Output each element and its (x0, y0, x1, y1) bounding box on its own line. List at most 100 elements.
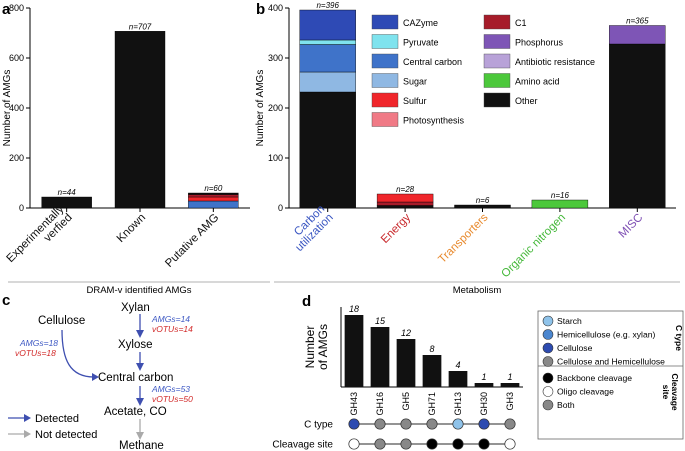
x-category-label: GH13 (453, 392, 463, 416)
bar-segment-cazyme (299, 9, 356, 41)
legend-ctype-dot (542, 356, 554, 367)
y-tick-label: 200 (268, 103, 283, 113)
legend-swatch-photosynthesis (371, 112, 399, 127)
bar-segment-other (114, 31, 166, 209)
legend-label-phosphorus: Phosphorus (515, 38, 564, 48)
bar-gh43 (344, 315, 364, 387)
row-label: Cleavage site (272, 440, 333, 451)
x-category-label: GH16 (375, 392, 385, 416)
y-tick-label: 300 (268, 53, 283, 63)
cleavage-dot-gh16 (374, 438, 386, 450)
y-axis-label: Number of AMGs (2, 70, 13, 147)
arrowhead-methane (136, 432, 144, 440)
legend-swatch-sulfur (371, 92, 399, 108)
legend-swatch-other (483, 92, 511, 108)
bar-segment-c1 (376, 201, 434, 206)
legend-cleave-dot (542, 399, 554, 411)
ctype-dot-gh5 (400, 418, 412, 430)
legend-label-pyruvate: Pyruvate (403, 38, 439, 48)
panel-a-letter: a (2, 1, 11, 18)
arrow-cellulose-central (61, 329, 95, 378)
bar-segment-c1 (188, 194, 239, 198)
arrowhead-acetate (136, 398, 144, 406)
node-acetate: Acetate, CO (104, 406, 167, 418)
bar-gh30 (474, 383, 494, 387)
legend-ctype-dot (542, 329, 554, 340)
legend-label-amino-acid: Amino acid (515, 77, 560, 87)
bar-value-label: 8 (429, 344, 434, 354)
legend-ctype-dot (542, 342, 554, 354)
legend-ctype-label: Cellulose (557, 343, 593, 353)
bar-segment-amino-acid (531, 199, 589, 209)
legend-ctype-title: C type (674, 325, 684, 351)
bar-gh5 (396, 339, 416, 387)
votus-cellulose: vOTUs=18 (15, 348, 56, 358)
y-tick-label: 0 (278, 203, 283, 213)
arrowhead-cellulose-central (92, 373, 99, 381)
x-category-label: Organic nitrogen (499, 212, 568, 281)
count-label: n=396 (316, 1, 339, 10)
legend-not-detected-label: Not detected (35, 429, 97, 441)
y-tick-label: 200 (9, 153, 24, 163)
bar-segment-pyruvate (299, 39, 356, 45)
bar-segment-other (188, 192, 239, 195)
legend-ctype-label: Cellulose and Hemicellulose (557, 357, 665, 367)
y-tick-label: 400 (268, 3, 283, 13)
x-category-label: Experimentallyverfied (4, 203, 74, 273)
legend-swatch-c1 (483, 14, 511, 30)
x-category-label: GH5 (401, 392, 411, 411)
ctype-dot-gh43 (348, 418, 360, 430)
y-axis-label: Numberof AMGs (303, 324, 330, 370)
legend-ctype-label: Starch (557, 316, 582, 326)
node-central-carbon: Central carbon (98, 372, 173, 384)
x-axis-caption: DRAM-v identified AMGs (86, 285, 191, 296)
arrowhead-central (136, 363, 144, 371)
ctype-dot-gh13 (452, 418, 464, 430)
ctype-dot-gh16 (374, 418, 386, 430)
x-axis-caption: Metabolism (453, 285, 502, 296)
bar-value-label: 15 (375, 316, 386, 326)
bar-segment-central-carbon (299, 44, 356, 73)
amgs-cellulose: AMGs=18 (19, 338, 58, 348)
count-label: n=60 (204, 184, 223, 193)
panel-c-pathway: Cellulose Xylan Xylose Central carbon Ac… (8, 302, 193, 451)
node-xylose: Xylose (118, 339, 153, 351)
count-label: n=365 (626, 17, 649, 26)
ctype-dot-gh30 (478, 418, 490, 430)
legend-detected-label: Detected (35, 413, 79, 425)
cleavage-dot-gh13 (452, 438, 464, 450)
legend-cleave-label: Oligo cleavage (557, 387, 614, 397)
x-category-label: MISC (617, 212, 646, 241)
cleavage-dot-gh5 (400, 438, 412, 450)
bar-segment-sulfur (188, 196, 239, 202)
x-category-label: GH30 (479, 392, 489, 416)
legend-detected-arrowhead (24, 414, 31, 422)
bar-value-label: 1 (507, 372, 512, 382)
bar-gh3 (500, 383, 520, 387)
y-tick-label: 600 (9, 53, 24, 63)
legend-ctype-dot (542, 315, 554, 327)
bar-gh71 (422, 355, 442, 387)
legend-label-cazyme: CAZyme (403, 18, 438, 28)
node-xylan: Xylan (121, 302, 150, 314)
bar-segment-other (454, 204, 511, 209)
legend-not-detected-arrowhead (24, 430, 31, 438)
legend-label-c1: C1 (515, 18, 527, 28)
bar-value-label: 12 (401, 328, 411, 338)
cleavage-dot-gh3 (504, 438, 516, 450)
bar-value-label: 18 (349, 304, 359, 314)
legend-swatch-phosphorus (483, 34, 511, 49)
bar-segment-other (299, 91, 356, 209)
legend-cleave-label: Both (557, 400, 575, 410)
node-methane: Methane (119, 440, 164, 451)
legend-ctype-label: Hemicellulose (e.g. xylan) (557, 330, 656, 340)
panel-d-letter: d (302, 293, 311, 310)
legend-label-photosynthesis: Photosynthesis (403, 116, 465, 126)
legend-label-other: Other (515, 96, 538, 106)
y-tick-label: 100 (268, 153, 283, 163)
legend-swatch-amino-acid (483, 73, 511, 88)
votus-central: vOTUs=50 (152, 394, 193, 404)
bar-segment-other (609, 43, 666, 209)
ctype-dot-gh71 (426, 418, 438, 430)
